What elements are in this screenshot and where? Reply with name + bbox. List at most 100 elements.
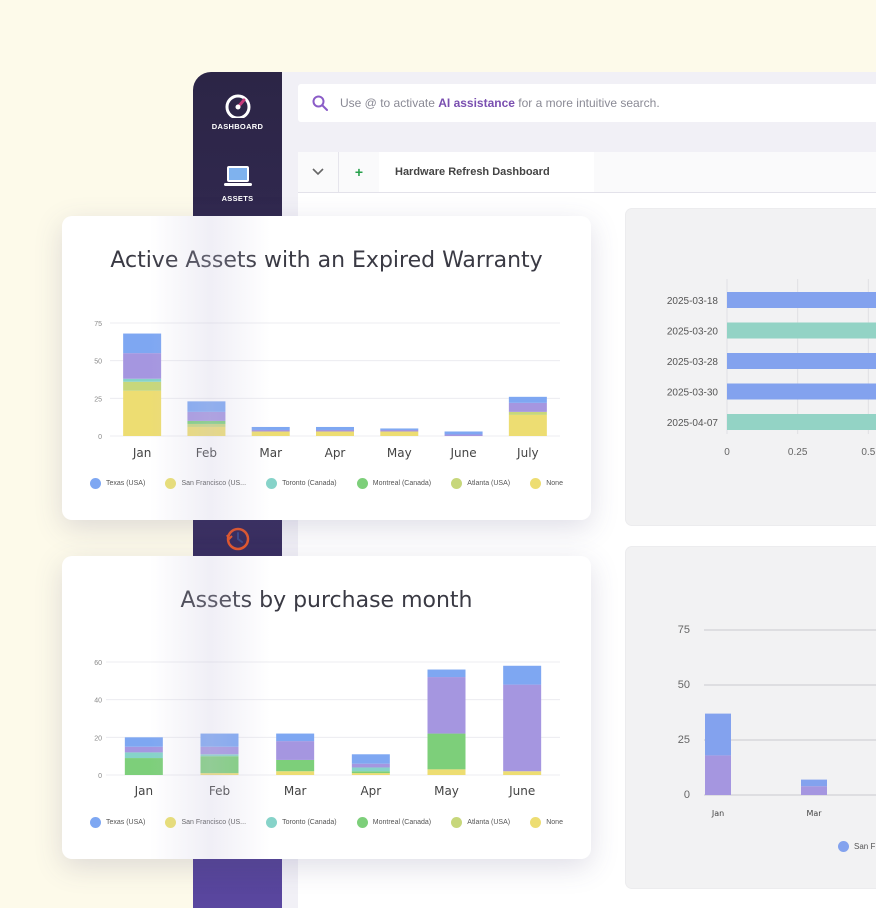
tab-hardware-refresh-dashboard[interactable]: Hardware Refresh Dashboard: [379, 152, 594, 192]
purchase-month-card: Assets by purchase month 60 40 20 0 Jan Feb Ma…: [62, 556, 591, 859]
legend-label: San Francisco (US...: [181, 480, 247, 487]
bar-segment: [251, 429, 290, 432]
legend-dot: [165, 478, 177, 489]
x-tick-label: 0.5: [861, 447, 875, 458]
chart-legend: Texas (USA) San Francisco (US... Toronto (…: [90, 817, 563, 828]
legend-dot: [356, 478, 368, 489]
bar-segment: [124, 758, 163, 775]
bar-segment: [351, 773, 390, 775]
legend-item[interactable]: Toronto (Canada): [266, 478, 337, 489]
legend-label: None: [546, 480, 563, 487]
legend-item[interactable]: Atlanta (USA): [451, 817, 510, 828]
legend-label: Toronto (Canada): [282, 819, 337, 826]
legend-dot: [530, 817, 542, 828]
placeholder-prefix: Use @ to activate: [340, 96, 439, 110]
bar-segment: [427, 677, 466, 734]
bar-segment: [124, 752, 163, 759]
legend-item[interactable]: None: [530, 478, 563, 489]
legend-item[interactable]: Atlanta (USA): [451, 478, 510, 489]
legend-item[interactable]: Toronto (Canada): [266, 817, 337, 828]
x-tick-label: Apr: [360, 784, 381, 798]
legend-label: Montreal (Canada): [372, 819, 432, 826]
sidebar-item-label: DASHBOARD: [211, 122, 264, 131]
y-tick-label: 75: [678, 624, 690, 636]
bar: [727, 353, 876, 369]
x-tick-label: Feb: [196, 446, 217, 460]
tab-bar: + Hardware Refresh Dashboard: [298, 152, 876, 193]
legend-dot: [356, 817, 368, 828]
bar-segment: [200, 773, 239, 775]
bar-segment: [251, 431, 290, 436]
bar-segment: [427, 769, 466, 775]
y-tick-label: 75: [94, 321, 102, 328]
bar-segment: [503, 771, 542, 775]
legend-item[interactable]: Texas (USA): [90, 478, 145, 489]
bar-segment: [508, 411, 547, 415]
legend-item[interactable]: San Francisco (US...: [165, 817, 246, 828]
bar-segment: [187, 420, 226, 424]
bar-segment: [316, 431, 354, 436]
expired-warranty-chart: 75 50 25 0 Jan Feb Mar Apr May June July: [94, 321, 560, 460]
bar-segment: [705, 755, 731, 795]
chevron-down-icon: [312, 168, 324, 176]
x-tick-label: Jan: [132, 446, 152, 460]
bar-segment: [187, 411, 226, 421]
bar-segment: [200, 756, 239, 774]
legend-label: None: [546, 819, 563, 826]
y-tick-label: 0: [684, 789, 690, 801]
sidebar-item-label: ASSETS: [221, 194, 254, 203]
bar-segment: [316, 426, 354, 430]
legend-label: San F: [854, 842, 876, 851]
legend-item[interactable]: Texas (USA): [90, 817, 145, 828]
bar-segment: [123, 333, 162, 354]
collapse-tabs-button[interactable]: [298, 152, 339, 192]
bar-segment: [705, 713, 731, 756]
bar-segment: [380, 428, 419, 430]
bar-segment: [503, 684, 542, 772]
legend-dot: [838, 841, 849, 852]
bar-segment: [380, 431, 419, 436]
add-tab-button[interactable]: +: [354, 164, 364, 180]
x-tick-label: 0: [724, 447, 730, 458]
x-tick-label: 0.25: [788, 447, 808, 458]
y-tick-label: 2025-04-07: [667, 418, 719, 429]
legend-dot: [266, 817, 278, 828]
laptop-icon: [223, 166, 252, 186]
bar-segment: [200, 754, 239, 757]
x-tick-label: Jan: [134, 784, 154, 798]
y-tick-label: 0: [98, 773, 102, 780]
bar-segment: [187, 423, 226, 427]
legend-item[interactable]: San Francisco (US...: [165, 478, 246, 489]
bar-segment: [351, 763, 390, 768]
bar-segment: [444, 431, 483, 435]
bar-segment: [187, 401, 226, 412]
bar-segment: [123, 381, 162, 391]
sidebar-item-dashboard[interactable]: DASHBOARD: [193, 92, 282, 131]
bar: [727, 383, 876, 400]
x-tick-label: Mar: [259, 446, 282, 460]
bar-segment: [276, 771, 315, 775]
x-tick-label: Mar: [806, 809, 822, 818]
y-tick-label: 20: [94, 735, 102, 742]
bar-segment: [427, 669, 466, 678]
bar: [727, 414, 876, 430]
legend-label: Texas (USA): [106, 819, 146, 826]
legend-item[interactable]: None: [530, 817, 563, 828]
bar-segment: [351, 767, 390, 772]
y-tick-label: 0: [98, 434, 102, 441]
x-tick-label: May: [434, 784, 459, 798]
sidebar-item-assets[interactable]: ASSETS: [193, 164, 282, 203]
bar-segment: [351, 754, 390, 764]
bar-segment: [801, 786, 827, 795]
legend-dot: [165, 817, 177, 828]
bar-segment: [427, 733, 466, 770]
search-icon: [312, 95, 328, 111]
legend-label: Texas (USA): [106, 480, 146, 487]
bar-segment: [123, 390, 162, 436]
legend-label: Atlanta (USA): [467, 480, 511, 487]
bar-segment: [276, 741, 315, 760]
legend-item[interactable]: Montreal (Canada): [356, 817, 432, 828]
search-bar[interactable]: Use @ to activate AI assistance for a mo…: [298, 84, 876, 122]
sidebar-item-history[interactable]: [193, 524, 282, 554]
legend-item[interactable]: Montreal (Canada): [356, 478, 431, 489]
